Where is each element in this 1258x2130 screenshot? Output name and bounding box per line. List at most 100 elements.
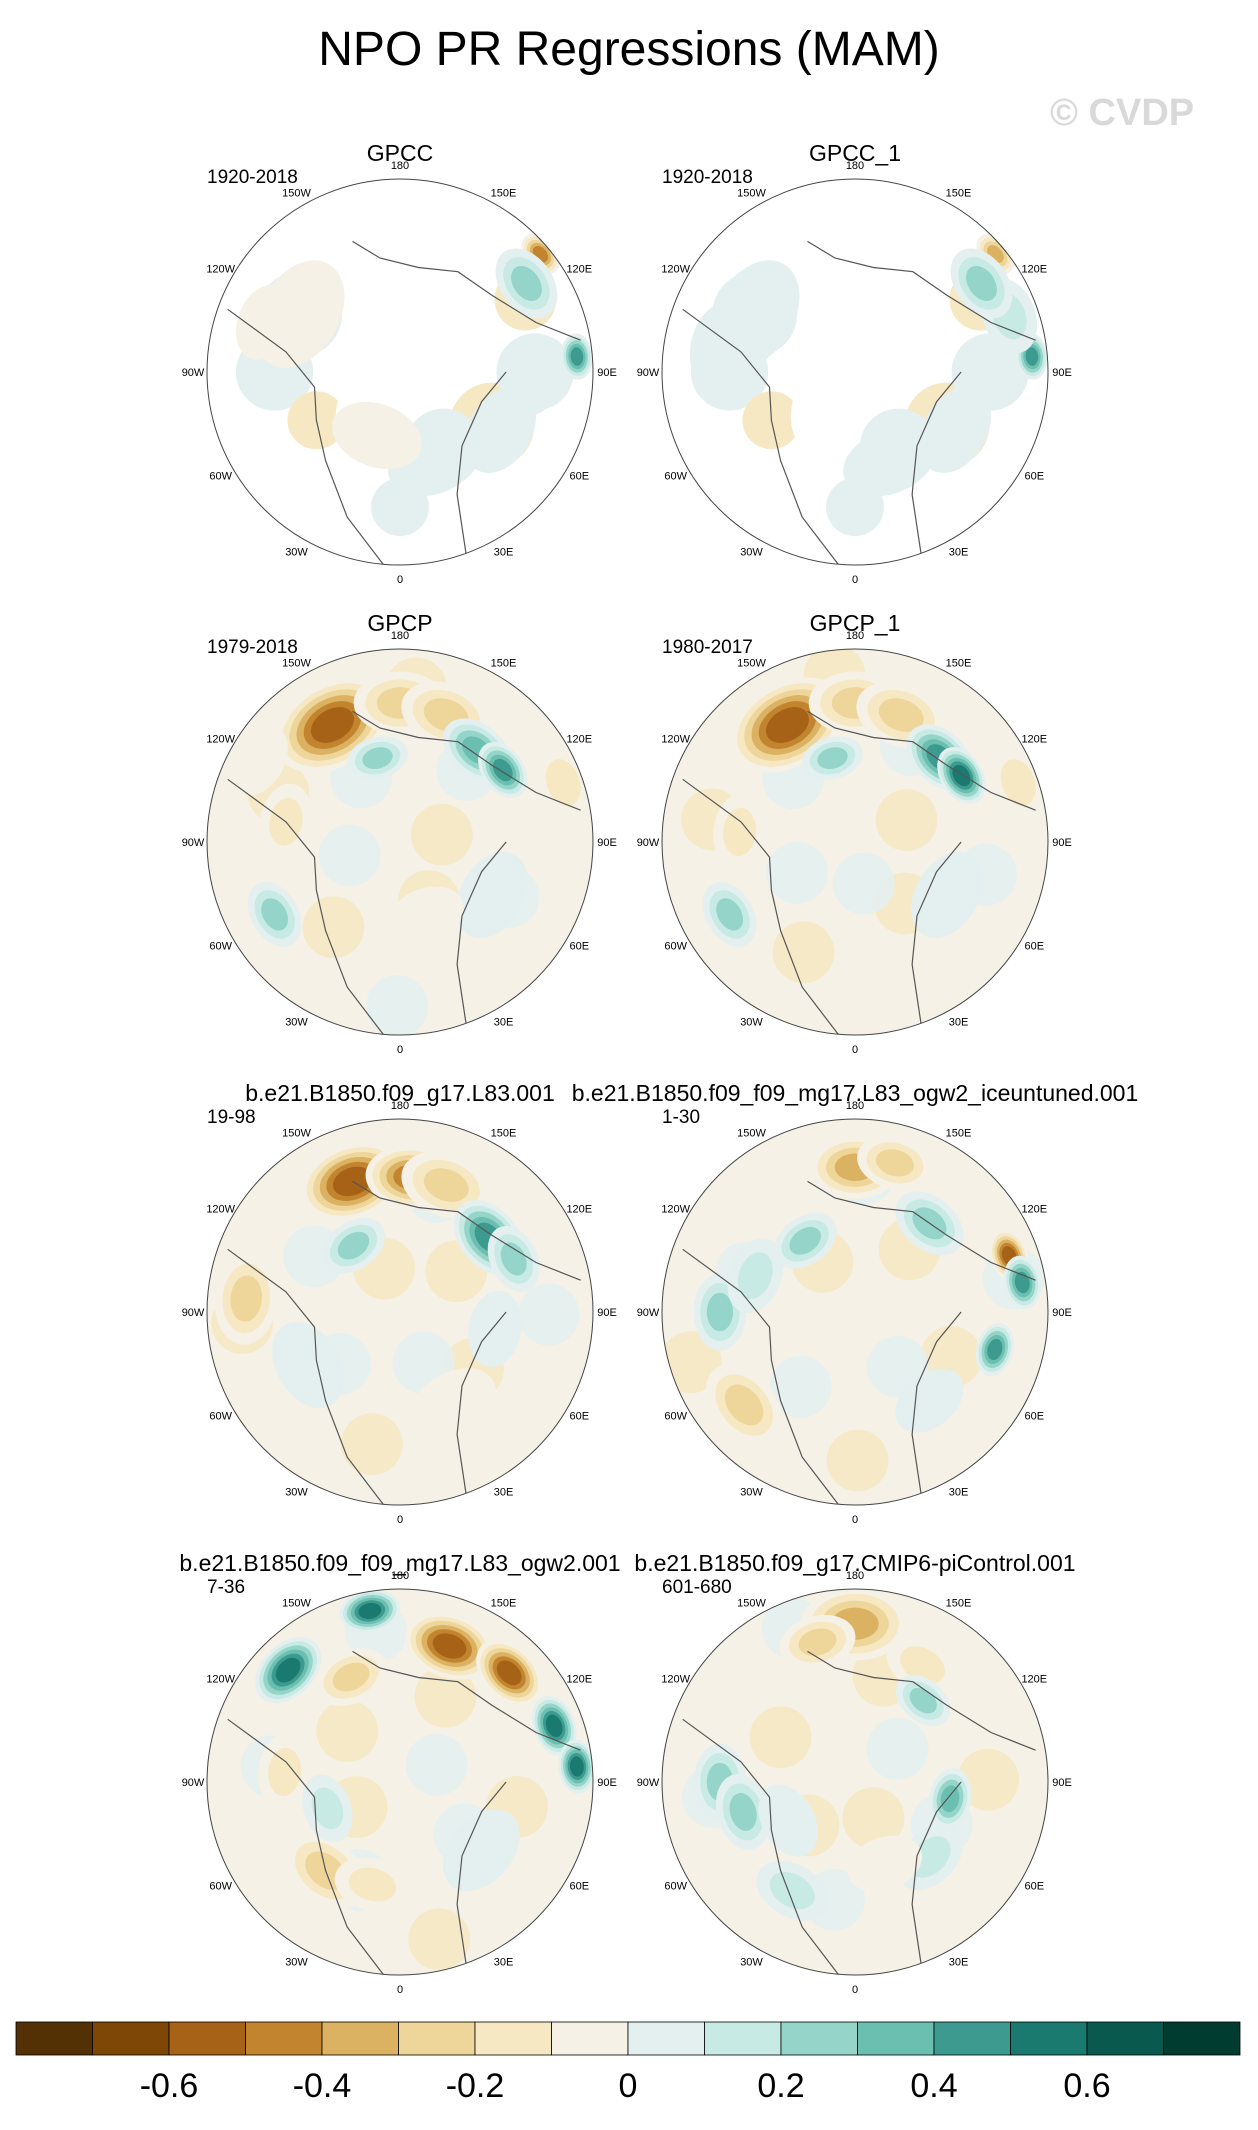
map-panel: 180 150E 120E 90E 60E 30E 0 30W 60W 90W 120W 150W b.… xyxy=(182,1080,617,1526)
map-panel: 180 150E 120E 90E 60E 30E 0 30W 60W 90W 120W 150W b.… xyxy=(179,1550,620,1996)
longitude-label: 0 xyxy=(397,1984,403,1996)
longitude-label: 60W xyxy=(209,941,232,953)
longitude-label: 0 xyxy=(852,1984,858,1996)
longitude-label: 150E xyxy=(946,658,972,670)
longitude-label: 150W xyxy=(737,188,766,200)
longitude-label: 0 xyxy=(397,1514,403,1526)
longitude-label: 30E xyxy=(949,1956,969,1968)
panel-period: 1920-2018 xyxy=(662,167,753,188)
longitude-label: 120E xyxy=(566,264,592,276)
longitude-label: 90W xyxy=(182,1307,205,1319)
longitude-label: 60E xyxy=(570,471,590,483)
longitude-label: 60E xyxy=(1025,471,1045,483)
panel-period: 601-680 xyxy=(662,1577,732,1598)
panel-period: 7-36 xyxy=(207,1577,245,1598)
longitude-label: 60W xyxy=(664,941,687,953)
longitude-label: 180 xyxy=(391,1570,409,1582)
longitude-label: 0 xyxy=(852,1044,858,1056)
longitude-label: 60W xyxy=(209,471,232,483)
longitude-label: 180 xyxy=(391,160,409,172)
longitude-label: 180 xyxy=(846,1100,864,1112)
map-panel: 180 150E 120E 90E 60E 30E 0 30W 60W 90W 120W 150W b.… xyxy=(634,1550,1075,1996)
longitude-label: 150E xyxy=(491,1598,517,1610)
longitude-label: 0 xyxy=(397,1044,403,1056)
longitude-label: 150W xyxy=(282,1128,311,1140)
longitude-label: 90E xyxy=(1052,367,1072,379)
longitude-label: 60W xyxy=(664,471,687,483)
longitude-label: 120E xyxy=(1021,1204,1047,1216)
longitude-label: 150E xyxy=(491,658,517,670)
longitude-label: 120W xyxy=(661,734,690,746)
longitude-label: 90W xyxy=(637,837,660,849)
longitude-label: 60E xyxy=(570,1411,590,1423)
longitude-label: 30W xyxy=(740,1486,763,1498)
longitude-label: 90E xyxy=(1052,1777,1072,1789)
longitude-label: 90W xyxy=(637,1307,660,1319)
longitude-label: 120W xyxy=(206,734,235,746)
longitude-label: 120W xyxy=(661,1674,690,1686)
longitude-label: 30W xyxy=(740,1956,763,1968)
map-panel: 180 150E 120E 90E 60E 30E 0 30W 60W 90W 120W 150W GP… xyxy=(182,140,617,586)
longitude-label: 60E xyxy=(1025,1411,1045,1423)
longitude-label: 0 xyxy=(397,574,403,586)
longitude-label: 90E xyxy=(597,1307,617,1319)
longitude-label: 120E xyxy=(1021,1674,1047,1686)
longitude-label: 30E xyxy=(949,546,969,558)
map-boundary xyxy=(661,1588,1049,1976)
longitude-label: 180 xyxy=(846,630,864,642)
longitude-label: 120W xyxy=(206,264,235,276)
panel-title: GPCP xyxy=(367,610,432,636)
map-boundary xyxy=(661,648,1049,1036)
longitude-label: 90E xyxy=(597,367,617,379)
panel-title: b.e21.B1850.f09_g17.CMIP6-piControl.001 xyxy=(634,1550,1075,1576)
longitude-label: 30E xyxy=(494,1016,514,1028)
map-panel: 180 150E 120E 90E 60E 30E 0 30W 60W 90W 120W 150W GP… xyxy=(637,140,1072,586)
longitude-label: 30E xyxy=(494,1486,514,1498)
longitude-label: 90W xyxy=(637,1777,660,1789)
panel-period: 1979-2018 xyxy=(207,637,298,658)
longitude-label: 30E xyxy=(494,546,514,558)
map-boundary xyxy=(206,648,594,1036)
longitude-label: 90E xyxy=(1052,1307,1072,1319)
longitude-label: 60W xyxy=(209,1881,232,1893)
longitude-label: 180 xyxy=(391,1100,409,1112)
longitude-label: 90W xyxy=(637,367,660,379)
page-title: NPO PR Regressions (MAM) xyxy=(318,23,940,76)
longitude-label: 90E xyxy=(597,1777,617,1789)
longitude-label: 60E xyxy=(570,1881,590,1893)
longitude-label: 120E xyxy=(1021,264,1047,276)
longitude-label: 120W xyxy=(206,1204,235,1216)
longitude-label: 150E xyxy=(946,1598,972,1610)
longitude-label: 30E xyxy=(949,1016,969,1028)
map-boundary xyxy=(661,1118,1049,1506)
longitude-label: 90E xyxy=(1052,837,1072,849)
longitude-label: 120W xyxy=(661,1204,690,1216)
panel-title: GPCC_1 xyxy=(809,140,901,166)
longitude-label: 150W xyxy=(737,658,766,670)
longitude-label: 0 xyxy=(852,574,858,586)
longitude-label: 120W xyxy=(206,1674,235,1686)
longitude-label: 30W xyxy=(285,1486,308,1498)
panel-period: 1920-2018 xyxy=(207,167,298,188)
longitude-label: 60E xyxy=(1025,1881,1045,1893)
longitude-label: 150W xyxy=(282,1598,311,1610)
map-boundary xyxy=(206,178,594,566)
longitude-label: 150E xyxy=(491,1128,517,1140)
longitude-label: 30E xyxy=(494,1956,514,1968)
longitude-label: 120E xyxy=(566,734,592,746)
map-panel: 180 150E 120E 90E 60E 30E 0 30W 60W 90W 120W 150W b.… xyxy=(572,1080,1139,1526)
longitude-label: 30W xyxy=(285,1956,308,1968)
longitude-label: 0 xyxy=(852,1514,858,1526)
longitude-label: 120E xyxy=(566,1674,592,1686)
panel-period: 1980-2017 xyxy=(662,637,753,658)
map-boundary xyxy=(206,1118,594,1506)
longitude-label: 90E xyxy=(597,837,617,849)
longitude-label: 90W xyxy=(182,1777,205,1789)
longitude-label: 150E xyxy=(946,1128,972,1140)
longitude-label: 30W xyxy=(740,1016,763,1028)
map-panel: 180 150E 120E 90E 60E 30E 0 30W 60W 90W 120W 150W GP… xyxy=(182,610,617,1056)
longitude-label: 180 xyxy=(846,160,864,172)
longitude-label: 30E xyxy=(949,1486,969,1498)
longitude-label: 120W xyxy=(661,264,690,276)
